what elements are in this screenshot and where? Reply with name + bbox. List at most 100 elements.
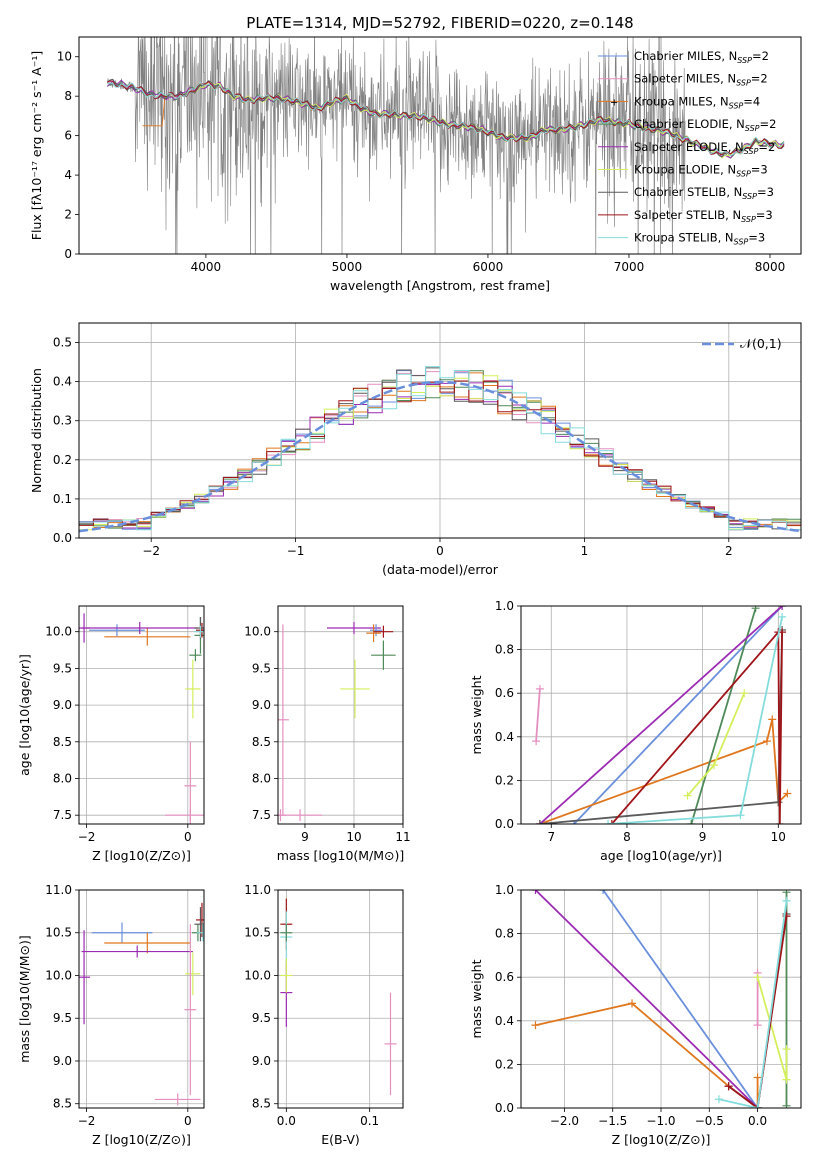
y-tick-label: 0.0 xyxy=(495,817,514,831)
data-point xyxy=(185,659,201,719)
weight-marker xyxy=(531,890,540,894)
x-tick-label: 10 xyxy=(346,830,361,844)
legend-label: Salpeter MILES, NSSP=2 xyxy=(634,72,768,88)
x-tick-label: −2 xyxy=(142,544,160,558)
y-tick-label: 2 xyxy=(64,208,72,222)
data-point xyxy=(327,622,381,635)
panel-weight-vs-age: 7 8 9 10 0.0 0.2 0.4 0.6 0.8 1.0 age [log10(age/yr… xyxy=(469,599,802,863)
y-tick-label: 0.5 xyxy=(53,336,72,350)
weight-marker xyxy=(753,1104,762,1108)
y-tick-label: 9.0 xyxy=(53,698,72,712)
data-point xyxy=(81,945,193,958)
axes-frame xyxy=(78,36,802,255)
y-tick-label: 9.5 xyxy=(252,1011,271,1025)
x-tick-label: 0 xyxy=(184,1114,192,1128)
y-tick-label: 10.0 xyxy=(244,968,271,982)
data-point xyxy=(280,958,293,993)
legend-label: 𝒩(0,1) xyxy=(740,336,782,351)
x-tick-label: 5000 xyxy=(332,260,363,274)
data-point xyxy=(194,907,204,942)
weight-marker xyxy=(599,890,608,894)
y-tick-label: 10.0 xyxy=(45,968,72,982)
x-axis-label: wavelength [Angstrom, rest frame] xyxy=(330,278,550,293)
legend-label: Chabrier MILES, NSSP=2 xyxy=(634,49,769,65)
legend-label: Chabrier STELIB, NSSP=3 xyxy=(634,185,774,201)
y-tick-label: 0.2 xyxy=(495,773,514,787)
legend-marker: + xyxy=(610,97,618,108)
y-tick-label: 0.0 xyxy=(53,531,72,545)
weight-marker xyxy=(628,999,637,1008)
y-tick-label: 0 xyxy=(64,247,72,261)
x-tick-label: 11 xyxy=(395,830,410,844)
weight-marker xyxy=(714,1095,723,1104)
y-tick-label: 8 xyxy=(64,89,72,103)
x-tick-label: 7000 xyxy=(614,260,645,274)
weight-marker xyxy=(736,811,745,820)
legend-label: Salpeter STELIB, NSSP=3 xyxy=(634,208,773,224)
weight-marker xyxy=(783,789,792,798)
data-point xyxy=(184,741,197,824)
data-point xyxy=(384,992,397,1096)
y-tick-label: 0.6 xyxy=(495,970,514,984)
x-tick-label: −2 xyxy=(78,830,96,844)
x-tick-label: 9 xyxy=(301,830,309,844)
axes-frame xyxy=(277,605,404,825)
model-curve-8 xyxy=(107,81,785,157)
x-axis-label: Z [log10(Z/Z⊙)] xyxy=(612,1132,711,1147)
panel-mass-vs-EBV: 0.0 0.1 8.5 9.0 9.5 10.0 10.5 11.0 E(B-V) xyxy=(244,883,404,1147)
data-point xyxy=(195,902,204,938)
y-tick-label: 4 xyxy=(64,168,72,182)
data-point xyxy=(104,628,191,646)
data-point xyxy=(91,922,153,944)
legend-label: Salpeter ELODIE, NSSP=2 xyxy=(634,140,775,156)
y-tick-label: 9.0 xyxy=(252,698,271,712)
y-tick-label: 0.1 xyxy=(53,492,72,506)
x-tick-label: −1.5 xyxy=(598,1114,627,1128)
x-axis-label: mass [log10(M/M⊙)] xyxy=(277,848,405,863)
weight-marker xyxy=(753,973,762,982)
x-tick-label: 0 xyxy=(436,544,444,558)
data-point xyxy=(104,932,191,954)
data-point xyxy=(278,624,289,816)
y-tick-label: 0.8 xyxy=(495,927,514,941)
data-point xyxy=(370,624,383,637)
y-tick-label: 0.6 xyxy=(495,686,514,700)
plot-area-age-vs-mass xyxy=(278,622,396,822)
y-tick-label: 0.8 xyxy=(495,643,514,657)
x-tick-label: −1.0 xyxy=(646,1114,675,1128)
panel-age-vs-mass: 9 10 11 7.5 8.0 8.5 9.0 9.5 10.0 mass [log10(M/M⊙… xyxy=(244,605,411,863)
plot-area-age-vs-Z xyxy=(79,613,204,824)
y-tick-label: 8.5 xyxy=(252,1097,271,1111)
weight-line-3 xyxy=(690,607,757,824)
weight-line-0 xyxy=(602,890,759,1108)
plot-area-residuals xyxy=(79,366,801,533)
y-tick-label: 10.5 xyxy=(244,926,271,940)
weight-line-4 xyxy=(539,606,783,824)
weight-marker xyxy=(782,1045,791,1054)
weight-line-8 xyxy=(607,616,783,824)
data-point xyxy=(366,624,381,642)
figure-title: PLATE=1314, MJD=52792, FIBERID=0220, z=0… xyxy=(246,14,633,32)
y-tick-label: 0.4 xyxy=(495,1014,514,1028)
x-tick-label: −0.5 xyxy=(695,1114,724,1128)
y-axis-label: age [log10(age/yr)] xyxy=(17,654,32,776)
y-axis-label: mass weight xyxy=(469,959,484,1038)
plot-area-weight-vs-age xyxy=(532,606,792,824)
y-tick-label: 7.5 xyxy=(53,808,72,822)
weight-marker xyxy=(687,820,696,824)
x-tick-label: 1 xyxy=(581,544,589,558)
data-point xyxy=(194,625,204,638)
weight-marker xyxy=(740,689,749,698)
x-tick-label: 10 xyxy=(771,830,786,844)
weight-marker xyxy=(778,606,787,610)
plot-area-weight-vs-Z xyxy=(531,890,791,1108)
plot-area-mass-vs-Z xyxy=(79,902,204,1106)
weight-marker xyxy=(532,737,541,746)
weight-marker xyxy=(775,820,784,824)
x-tick-label: 8 xyxy=(623,830,631,844)
data-point xyxy=(196,924,204,942)
weight-marker xyxy=(782,1075,791,1084)
y-tick-label: 0.4 xyxy=(495,730,514,744)
weight-marker xyxy=(535,820,544,824)
panel-age-vs-Z: −2 0 7.5 8.0 8.5 9.0 9.5 10.0 Z [log10(Z/Z⊙)] age… xyxy=(17,605,205,863)
